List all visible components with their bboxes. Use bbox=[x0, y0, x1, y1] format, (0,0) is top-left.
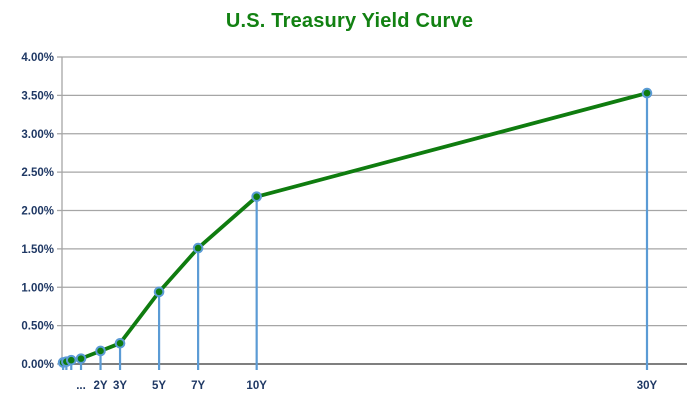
y-axis-tick-label: 3.50% bbox=[21, 90, 54, 102]
x-axis-tick-label: 10Y bbox=[246, 380, 267, 392]
y-axis-tick-label: 0.50% bbox=[21, 321, 54, 333]
data-point-marker bbox=[153, 286, 165, 298]
x-axis-tick-label: ... bbox=[76, 380, 86, 392]
x-axis-tick-label: 2Y bbox=[93, 380, 107, 392]
x-axis-tick-label: 5Y bbox=[152, 380, 166, 392]
data-point-marker bbox=[95, 345, 106, 357]
data-point-marker bbox=[251, 191, 262, 202]
data-point-marker bbox=[65, 354, 77, 366]
y-axis-tick-label: 1.00% bbox=[21, 282, 54, 294]
y-axis-tick-label: 2.50% bbox=[21, 167, 54, 179]
y-axis-tick-label: 2.00% bbox=[21, 206, 54, 218]
data-point-marker bbox=[75, 353, 87, 364]
y-axis-tick-label: 4.00% bbox=[21, 52, 54, 64]
data-point-marker bbox=[114, 337, 126, 349]
y-axis-tick-label: 1.50% bbox=[21, 244, 54, 256]
y-axis-tick-label: 3.00% bbox=[21, 129, 54, 141]
x-axis-tick-label: 7Y bbox=[191, 380, 205, 392]
x-axis-tick-label: 3Y bbox=[113, 380, 127, 392]
chart-title: U.S. Treasury Yield Curve bbox=[225, 10, 474, 32]
data-point-marker bbox=[641, 87, 653, 99]
x-axis-tick-label: 30Y bbox=[637, 380, 658, 392]
y-axis-tick-label: 0.00% bbox=[21, 359, 54, 371]
data-point-marker bbox=[192, 242, 204, 254]
